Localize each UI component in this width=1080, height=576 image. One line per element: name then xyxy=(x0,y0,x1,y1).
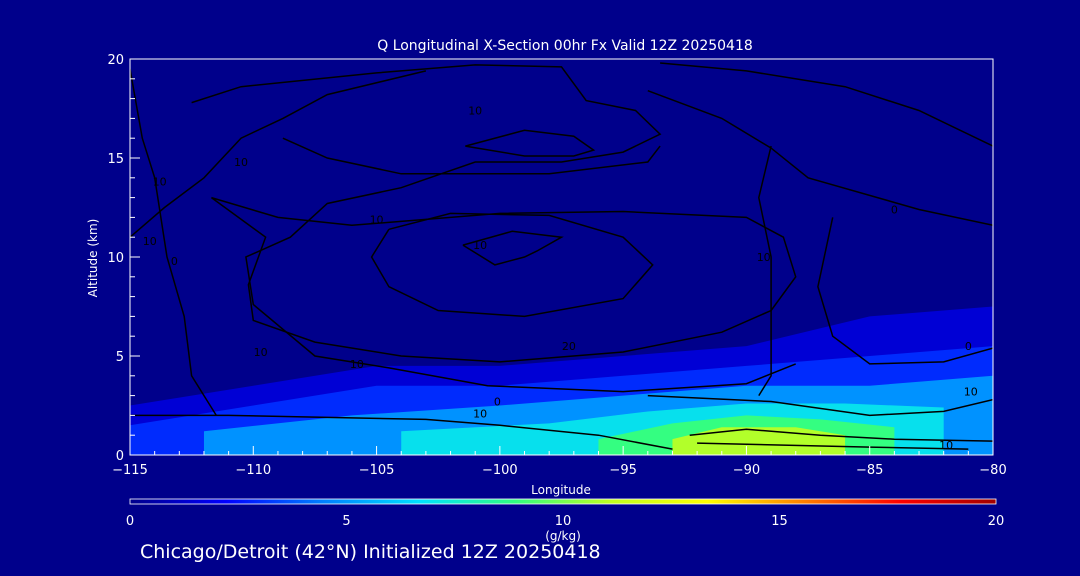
contour-label-0: 10 xyxy=(468,104,482,117)
contour-label-1: 10 xyxy=(234,156,248,169)
contour-line-4 xyxy=(462,230,564,266)
x-axis: −115 −110 −105 −100 −95 −90 −85 −80 xyxy=(112,446,1007,478)
colorbar xyxy=(129,498,997,505)
x-tick-label: −85 xyxy=(856,463,883,478)
contour-line-5 xyxy=(465,129,596,157)
contour-line-8 xyxy=(758,145,772,396)
y-tick-label: 10 xyxy=(107,251,124,266)
x-tick-label: −95 xyxy=(609,463,636,478)
y-axis: 0 5 10 15 20 xyxy=(107,53,140,464)
contour-label-16: 10 xyxy=(939,439,953,452)
x-tick-label: −90 xyxy=(733,463,760,478)
colorbar-ticks: 0 5 10 15 20 xyxy=(126,514,1004,529)
x-tick-label: −100 xyxy=(482,463,518,478)
chart-title: Q Longitudinal X-Section 00hr Fx Valid 1… xyxy=(377,38,753,54)
footer-caption: Chicago/Detroit (42°N) Initialized 12Z 2… xyxy=(140,541,601,563)
contour-label-8: 0 xyxy=(494,396,501,409)
contour-line-15 xyxy=(130,414,673,450)
contour-line-12 xyxy=(647,394,993,417)
x-tick-label: −80 xyxy=(979,463,1006,478)
contour-line-1 xyxy=(282,137,661,175)
colorbar-label: (g/kg) xyxy=(545,529,581,543)
contour-label-7: 10 xyxy=(350,358,364,371)
contour-label-10: 0 xyxy=(891,203,898,216)
contour-label-5: 20 xyxy=(562,340,576,353)
contour-line-2 xyxy=(210,196,797,363)
x-tick-label: −105 xyxy=(359,463,395,478)
contour-label-3: 10 xyxy=(370,213,384,226)
contour-label-9: 10 xyxy=(473,407,487,420)
contour-label-15: 0 xyxy=(171,255,178,268)
contour-line-7 xyxy=(647,89,993,227)
contour-label-layer: 10 10 10 10 10 20 10 10 0 10 0 10 0 10 10 0 10 xyxy=(143,104,978,452)
contour-line-10 xyxy=(130,70,427,238)
x-tick-label: −115 xyxy=(112,463,148,478)
colorbar-tick-label: 10 xyxy=(555,514,572,529)
y-tick-label: 5 xyxy=(116,350,124,365)
contour-line-14 xyxy=(697,442,969,450)
colorbar-tick-label: 5 xyxy=(342,514,350,529)
y-tick-label: 20 xyxy=(107,53,124,68)
contour-line-9 xyxy=(817,217,993,365)
contour-line-13 xyxy=(689,428,993,442)
contour-label-13: 10 xyxy=(964,386,978,399)
y-tick-label: 15 xyxy=(107,152,124,167)
contour-label-14: 10 xyxy=(143,235,157,248)
contour-label-2: 10 xyxy=(153,176,167,189)
contour-line-6 xyxy=(660,62,993,147)
contour-label-11: 10 xyxy=(757,251,771,264)
contour-layer xyxy=(130,62,993,450)
colorbar-tick-label: 20 xyxy=(988,514,1005,529)
y-tick-label: 0 xyxy=(116,449,124,464)
contour-line-11 xyxy=(130,68,217,416)
x-axis-label: Longitude xyxy=(531,483,591,497)
contour-line-3 xyxy=(370,212,654,318)
y-axis-label: Altitude (km) xyxy=(86,219,100,298)
colorbar-tick-label: 0 xyxy=(126,514,134,529)
colorbar-tick-label: 15 xyxy=(771,514,788,529)
contour-line-0 xyxy=(191,64,796,393)
x-tick-label: −110 xyxy=(235,463,271,478)
contour-label-12: 0 xyxy=(965,340,972,353)
contour-label-4: 10 xyxy=(473,239,487,252)
contour-label-6: 10 xyxy=(254,346,268,359)
